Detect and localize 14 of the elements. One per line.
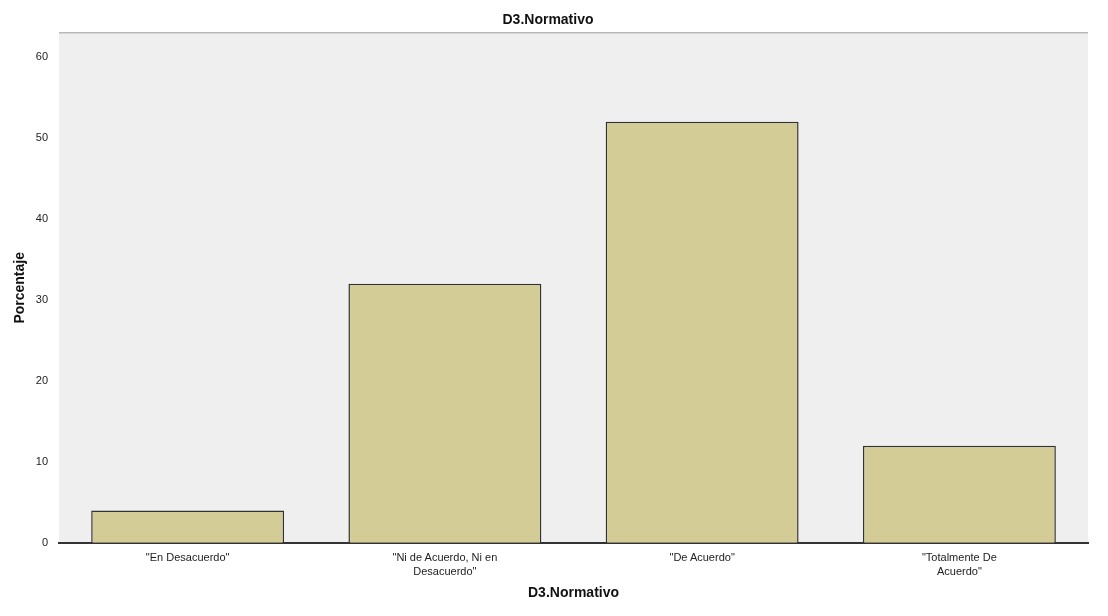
x-tick-label: "Totalmente De Acuerdo" xyxy=(921,551,997,577)
y-tick-label: 30 xyxy=(35,292,49,305)
y-tick-label: 20 xyxy=(35,373,49,386)
y-tick-label: 10 xyxy=(35,454,49,467)
y-tick-label: 60 xyxy=(35,50,49,63)
y-tick-label: 50 xyxy=(35,131,49,144)
y-tick-label: 0 xyxy=(41,535,49,548)
x-tick-label: "De Acuerdo" xyxy=(669,551,735,564)
x-axis-title: D3.Normativo xyxy=(528,584,620,601)
y-axis-title: Porcentaje xyxy=(11,251,28,324)
x-tick-label: "Ni de Acuerdo, Ni en Desacuerdo" xyxy=(392,551,498,577)
x-tick-label: "En Desacuerdo" xyxy=(145,551,230,564)
y-tick-label: 40 xyxy=(35,212,49,225)
chart-title: D3.Normativo xyxy=(502,11,594,28)
